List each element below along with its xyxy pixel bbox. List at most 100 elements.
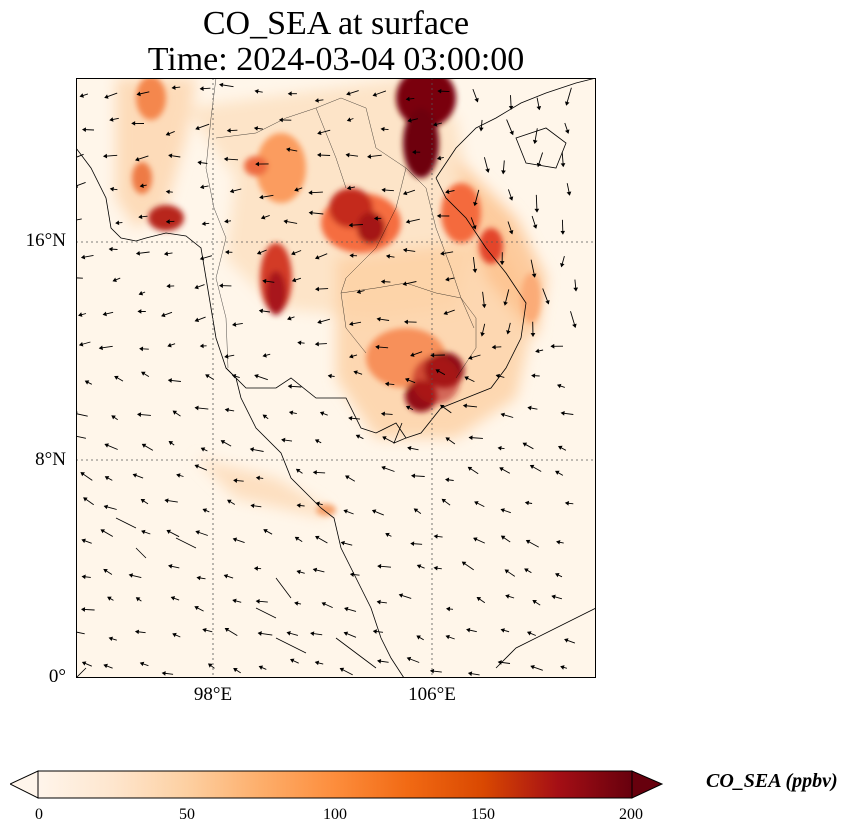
wind-arrow xyxy=(500,412,514,418)
wind-arrow xyxy=(295,468,303,474)
wind-arrow xyxy=(315,286,329,292)
wind-arrow xyxy=(139,183,147,189)
lat-tick-16N: 16°N xyxy=(25,230,66,251)
map-time: Time: 2024-03-04 03:00:00 xyxy=(147,41,525,78)
wind-arrow xyxy=(505,594,515,599)
wind-arrow xyxy=(384,381,395,387)
wind-arrow xyxy=(532,128,538,145)
wind-arrow xyxy=(135,250,150,256)
wind-arrow xyxy=(321,602,333,609)
colorbar-label: CO_SEA (ppbv) xyxy=(706,770,838,792)
wind-arrow xyxy=(500,628,510,633)
wind-arrow xyxy=(225,249,233,255)
borders xyxy=(205,78,477,379)
wind-arrow xyxy=(398,593,412,599)
wind-arrow xyxy=(194,405,209,411)
wind-arrow xyxy=(195,123,210,131)
wind-arrow xyxy=(355,434,364,440)
wind-arrow xyxy=(472,257,478,273)
wind-arrow xyxy=(80,254,94,260)
wind-arrow xyxy=(348,222,363,228)
wind-arrow xyxy=(385,254,395,259)
wind-arrow xyxy=(103,568,113,575)
wind-arrow xyxy=(139,346,149,352)
wind-arrow xyxy=(468,354,481,360)
colorbar-tick: 150 xyxy=(471,806,495,823)
wind-arrow xyxy=(98,345,113,351)
wind-arrow xyxy=(531,215,538,229)
wind-arrow xyxy=(281,437,293,443)
wind-arrow xyxy=(232,598,242,604)
wind-arrow xyxy=(296,569,305,575)
wind-arrow xyxy=(290,658,299,664)
wind-arrow xyxy=(205,374,215,380)
wind-arrow xyxy=(202,508,210,513)
hotspot-layer xyxy=(132,78,541,516)
wind-arrow xyxy=(200,447,208,452)
wind-arrow xyxy=(262,414,269,420)
wind-arrow xyxy=(382,436,395,444)
wind-arrow xyxy=(340,540,353,546)
wind-arrow xyxy=(461,561,474,571)
wind-arrow xyxy=(349,321,362,326)
wind-arrow xyxy=(194,284,205,290)
wind-arrow xyxy=(128,573,142,579)
wind-arrow xyxy=(429,668,442,674)
wind-arrow xyxy=(410,541,423,547)
wind-arrow xyxy=(314,439,322,444)
colorbar-tick: 0 xyxy=(35,806,43,823)
wind-arrow xyxy=(257,631,273,636)
wind-arrow xyxy=(168,440,175,446)
wind-arrow xyxy=(506,119,514,136)
wind-arrow xyxy=(102,311,114,317)
wind-arrow xyxy=(530,664,543,671)
wind-arrow xyxy=(474,501,485,508)
wind-arrow xyxy=(81,574,91,580)
wind-arrow xyxy=(405,96,415,102)
wind-arrow xyxy=(560,410,574,416)
wind-arrow xyxy=(164,498,178,503)
wind-arrow xyxy=(349,354,358,359)
wind-arrow xyxy=(84,380,93,385)
wind-arrow xyxy=(381,187,394,193)
wind-arrow xyxy=(527,405,538,411)
wind-arrow xyxy=(103,663,113,669)
wind-arrow xyxy=(233,668,241,674)
wind-arrow xyxy=(224,354,235,359)
wind-arrow xyxy=(506,322,511,335)
wind-vectors xyxy=(76,82,579,677)
wind-arrow xyxy=(167,342,176,348)
wind-arrow xyxy=(536,152,544,168)
wind-arrow xyxy=(445,437,456,445)
wind-arrow xyxy=(499,467,511,474)
wind-arrow xyxy=(172,632,181,638)
wind-arrow xyxy=(404,377,416,384)
wind-arrow xyxy=(310,631,323,636)
wind-arrow xyxy=(356,289,365,294)
wind-arrow xyxy=(196,575,206,581)
wind-arrow xyxy=(535,348,544,354)
colorbar-tick: 100 xyxy=(323,806,347,823)
wind-arrow xyxy=(208,663,215,669)
wind-arrow xyxy=(219,283,232,289)
wind-arrow xyxy=(507,189,514,201)
wind-arrow xyxy=(319,411,328,416)
wind-arrow xyxy=(566,183,572,196)
wind-arrow xyxy=(346,185,355,191)
wind-arrow xyxy=(402,247,416,253)
wind-arrow xyxy=(131,121,145,126)
wind-arrow xyxy=(104,443,118,450)
wind-arrow xyxy=(286,631,299,636)
wind-arrow xyxy=(255,599,268,604)
wind-arrow xyxy=(410,351,423,357)
wind-arrow xyxy=(497,660,511,665)
wind-arrow xyxy=(564,87,572,106)
wind-arrow xyxy=(532,600,541,606)
wind-arrow xyxy=(199,255,213,261)
wind-arrow xyxy=(560,219,566,235)
wind-arrow xyxy=(405,405,414,411)
wind-arrow xyxy=(445,477,454,483)
wind-arrow xyxy=(165,219,175,224)
wind-arrow xyxy=(141,371,150,377)
wind-arrow xyxy=(253,566,262,571)
